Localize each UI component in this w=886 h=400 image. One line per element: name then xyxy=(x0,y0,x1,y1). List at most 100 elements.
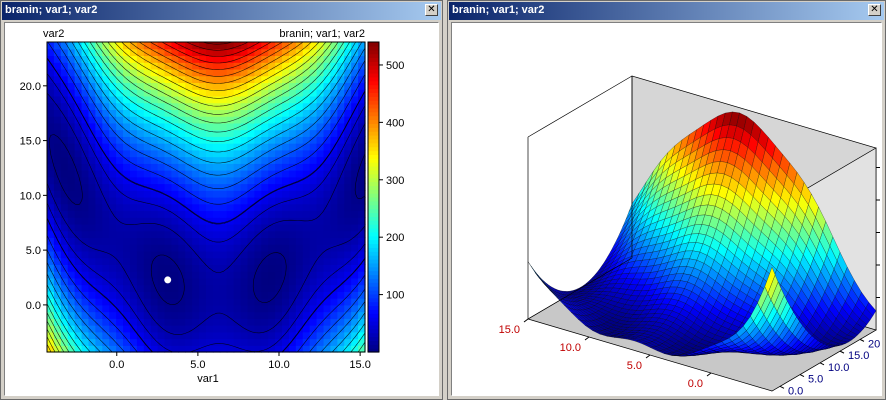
heatmap-cell xyxy=(212,48,221,57)
heatmap-cell xyxy=(129,230,138,239)
heatmap-cell xyxy=(323,55,332,63)
heatmap-cell xyxy=(136,176,145,185)
heatmap-cell xyxy=(88,95,96,104)
right-close-button[interactable]: ✕ xyxy=(868,4,881,16)
heatmap-cell xyxy=(212,183,221,191)
heatmap-cell xyxy=(351,149,359,158)
heatmap-cell xyxy=(240,331,249,340)
heatmap-cell xyxy=(219,75,228,84)
heatmap-cell xyxy=(358,163,366,171)
heatmap-cell xyxy=(109,95,117,104)
heatmap-cell xyxy=(199,277,207,286)
heatmap-cell xyxy=(129,136,138,144)
heatmap-cell xyxy=(88,55,96,63)
heatmap-cell xyxy=(268,89,276,97)
x-tick-label: 15.0 xyxy=(499,324,520,336)
heatmap-cell xyxy=(178,149,186,158)
heatmap-cell xyxy=(53,298,62,306)
heatmap-cell xyxy=(316,197,325,205)
heatmap-cell xyxy=(212,55,221,63)
heatmap-cell xyxy=(47,223,55,232)
heatmap-cell xyxy=(323,156,332,164)
heatmap-cell xyxy=(95,42,103,50)
heatmap-cell xyxy=(309,163,318,171)
heatmap-cell xyxy=(337,82,345,90)
heatmap-cell xyxy=(261,223,269,232)
right-title-bar[interactable]: branin; var1; var2 ✕ xyxy=(449,2,884,20)
colorbar-band xyxy=(368,135,379,140)
heatmap-cell xyxy=(157,109,166,117)
heatmap-cell xyxy=(233,190,242,198)
heatmap-cell xyxy=(60,102,69,110)
heatmap-cell xyxy=(219,345,228,353)
heatmap-cell xyxy=(358,284,366,292)
heatmap-cell xyxy=(226,284,235,292)
heatmap-cell xyxy=(323,190,332,198)
heatmap-cell xyxy=(226,304,235,313)
heatmap-cell xyxy=(95,298,103,306)
heatmap-cell xyxy=(199,331,207,340)
heatmap-cell xyxy=(351,102,359,110)
heatmap-cell xyxy=(233,304,242,313)
heatmap-cell xyxy=(351,217,359,225)
heatmap-cell xyxy=(88,257,96,265)
heatmap-cell xyxy=(60,338,69,346)
colorbar-band xyxy=(368,115,379,121)
heatmap-cell xyxy=(344,277,352,286)
heatmap-cell xyxy=(150,149,159,158)
heatmap-cell xyxy=(323,331,332,340)
heatmap-cell xyxy=(254,277,262,286)
heatmap-cell xyxy=(268,338,276,346)
heatmap-cell xyxy=(157,331,166,340)
heatmap-cell xyxy=(351,318,359,326)
heatmap-cell xyxy=(74,129,83,137)
colorbar-band xyxy=(368,243,379,248)
heatmap-cell xyxy=(219,217,228,225)
heatmap-cell xyxy=(254,42,262,50)
heatmap-cell xyxy=(275,203,283,212)
heatmap-cell xyxy=(268,291,276,299)
heatmap-cell xyxy=(233,338,242,346)
heatmap-cell xyxy=(288,257,297,265)
colorbar-band xyxy=(368,189,379,194)
colorbar-band xyxy=(368,305,379,310)
heatmap-cell xyxy=(316,271,325,279)
heatmap-cell xyxy=(206,325,214,333)
heatmap-cell xyxy=(123,277,131,286)
heatmap-cell xyxy=(206,82,214,90)
colorbar-band xyxy=(368,328,379,334)
minimum-marker[interactable] xyxy=(164,276,172,284)
heatmap-cell xyxy=(268,237,276,245)
heatmap-canvas[interactable]: 0.0 5.0 10.0 15.0 0.0 5.0 10.0 15.0 20.0 var2 b… xyxy=(4,22,439,396)
left-title-bar[interactable]: branin; var1; var2 ✕ xyxy=(2,2,441,20)
surface-canvas[interactable]: 15.010.05.00.0 0.05.010.015.020.0 100200… xyxy=(451,22,882,396)
colorbar-band xyxy=(368,255,379,260)
heatmap-cell xyxy=(178,197,186,205)
heatmap-cell xyxy=(171,190,179,198)
heatmap-cell xyxy=(247,197,255,205)
heatmap-cell xyxy=(316,311,325,319)
heatmap-cell xyxy=(74,311,83,319)
heatmap-cell xyxy=(254,203,262,212)
heatmap-cell xyxy=(129,116,138,124)
heatmap-cell xyxy=(123,95,131,104)
heatmap-cell xyxy=(109,42,117,50)
heatmap-cell xyxy=(344,298,352,306)
heatmap-cell xyxy=(247,250,255,259)
contour-line xyxy=(46,57,366,353)
heatmap-cell xyxy=(143,271,152,279)
heatmap-cell xyxy=(199,129,207,137)
heatmap-cell xyxy=(95,129,103,137)
heatmap-cell xyxy=(60,163,69,171)
heatmap-cell xyxy=(344,284,352,292)
colorbar-band xyxy=(368,127,379,132)
heatmap-cell xyxy=(233,311,242,319)
heatmap-x-ticks: 0.0 5.0 10.0 15.0 xyxy=(109,352,371,371)
left-close-button[interactable]: ✕ xyxy=(425,4,438,16)
heatmap-cell xyxy=(67,116,76,124)
heatmap-cell xyxy=(268,257,276,265)
heatmap-cell xyxy=(164,210,173,218)
colorbar-band xyxy=(368,332,379,338)
contour-line xyxy=(149,41,283,70)
y-tick-mark xyxy=(859,338,865,342)
